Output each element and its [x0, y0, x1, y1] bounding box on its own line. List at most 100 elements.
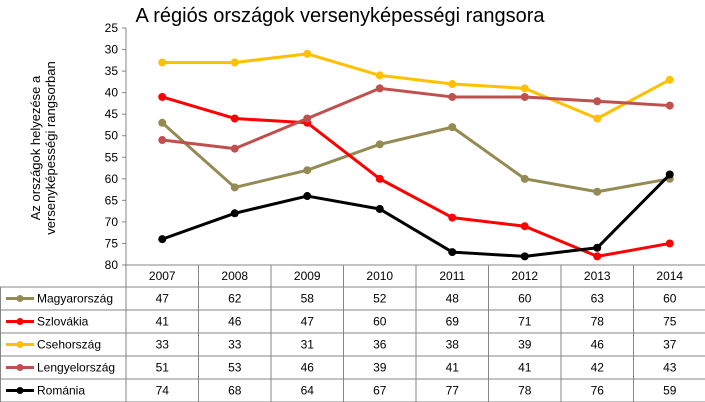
y-tick-label: 70 [105, 215, 119, 229]
table-cell-value: 43 [663, 361, 677, 375]
table-cell-value: 38 [446, 338, 460, 352]
data-point [520, 84, 529, 93]
y-tick-label: 50 [105, 129, 119, 143]
y-axis-title: Az országok helyezése aversenyképességi … [28, 61, 58, 234]
data-point [303, 49, 312, 58]
table-cell-value: 67 [373, 384, 387, 398]
x-tick-label: 2011 [439, 269, 465, 283]
legend-series-name: Lengyelország [37, 361, 115, 375]
data-point [158, 118, 167, 127]
table-cell-value: 37 [663, 338, 677, 352]
table-cell-value: 39 [518, 338, 532, 352]
data-point [520, 174, 529, 183]
data-point [665, 101, 674, 110]
data-point [230, 144, 239, 153]
data-point [230, 58, 239, 67]
table-cell-value: 60 [663, 292, 677, 306]
data-point [158, 136, 167, 145]
y-tick-label: 60 [105, 172, 119, 186]
legend-series-name: Csehország [37, 338, 101, 352]
legend-series-name: Románia [37, 384, 85, 398]
data-point [520, 92, 529, 101]
data-point [303, 166, 312, 175]
y-axis: 25 30 35 40 45 50 55 60 65 70 75 80 [105, 21, 127, 272]
y-tick-label: 45 [105, 107, 119, 121]
y-axis-title-line: Az országok helyezése a [28, 75, 43, 220]
series-line [161, 121, 671, 194]
table-cell-value: 58 [301, 292, 315, 306]
data-point [375, 174, 384, 183]
data-point [665, 239, 674, 248]
data-point [448, 123, 457, 132]
x-tick-label: 2009 [294, 269, 321, 283]
x-tick-label: 2013 [584, 269, 611, 283]
x-tick-label: 2012 [511, 269, 538, 283]
y-tick-label: 25 [105, 21, 119, 35]
data-point [448, 213, 457, 222]
data-point [665, 170, 674, 179]
table-cell-value: 46 [301, 361, 315, 375]
table-cell-value: 51 [156, 361, 170, 375]
table-cell-value: 68 [228, 384, 242, 398]
y-tick-label: 30 [105, 43, 119, 57]
table-cell-value: 36 [373, 338, 387, 352]
y-tick-label: 80 [105, 258, 119, 272]
table-cell-value: 41 [156, 315, 170, 329]
table-cell-value: 76 [591, 384, 605, 398]
x-tick-label: 2014 [656, 269, 683, 283]
legend-marker-key [16, 387, 24, 394]
y-tick-label: 75 [105, 236, 119, 250]
table-cell-value: 64 [301, 384, 315, 398]
y-tick-label: 55 [105, 150, 119, 164]
data-point [230, 209, 239, 218]
data-point [593, 114, 602, 123]
data-point [448, 92, 457, 101]
series-line [162, 52, 671, 120]
y-tick-label: 35 [105, 64, 119, 78]
data-point [375, 71, 384, 80]
data-point [303, 114, 312, 123]
data-point [593, 97, 602, 106]
data-table: 2007 2008 2009 2010 2011 2012 2013 2014 Magyaror… [0, 264, 705, 402]
table-cell-value: 41 [518, 361, 532, 375]
table-cell-value: 42 [591, 361, 605, 375]
data-point [448, 248, 457, 257]
table-cell-value: 78 [591, 315, 605, 329]
y-tick-label: 40 [105, 86, 119, 100]
data-point [158, 92, 167, 101]
series-line [162, 86, 670, 151]
table-cell-value: 46 [591, 338, 605, 352]
table-cell-value: 60 [518, 292, 532, 306]
data-point [375, 204, 384, 213]
table-cell-value: 59 [663, 384, 677, 398]
plot-area [158, 49, 674, 261]
legend-series-name: Szlovákia [37, 315, 89, 329]
table-cell-value: 74 [156, 384, 170, 398]
data-point [158, 235, 167, 244]
data-point [303, 192, 312, 201]
chart-title: A régiós országok versenyképességi rangs… [135, 5, 545, 27]
table-cell-value: 78 [518, 384, 532, 398]
legend-series-name: Magyarország [37, 292, 113, 306]
legend-marker-key [16, 295, 24, 302]
table-cell-value: 41 [446, 361, 460, 375]
data-point [520, 222, 529, 231]
y-tick-label: 65 [105, 193, 119, 207]
data-point [448, 80, 457, 89]
table-cell-value: 46 [228, 315, 242, 329]
x-tick-label: 2010 [366, 269, 393, 283]
table-cell-value: 62 [228, 292, 242, 306]
data-point [593, 243, 602, 252]
y-axis-title-line: versenyképességi rangsorban [43, 61, 58, 234]
table-cell-value: 31 [301, 338, 315, 352]
table-cell-value: 69 [446, 315, 460, 329]
table-cell-value: 53 [228, 361, 242, 375]
table-cell-value: 71 [518, 315, 532, 329]
table-cell-value: 60 [373, 315, 387, 329]
data-point [520, 252, 529, 261]
legend-marker-key [16, 364, 24, 371]
table-cell-value: 33 [228, 338, 242, 352]
table-cell-value: 33 [156, 338, 170, 352]
series-line [161, 95, 671, 258]
